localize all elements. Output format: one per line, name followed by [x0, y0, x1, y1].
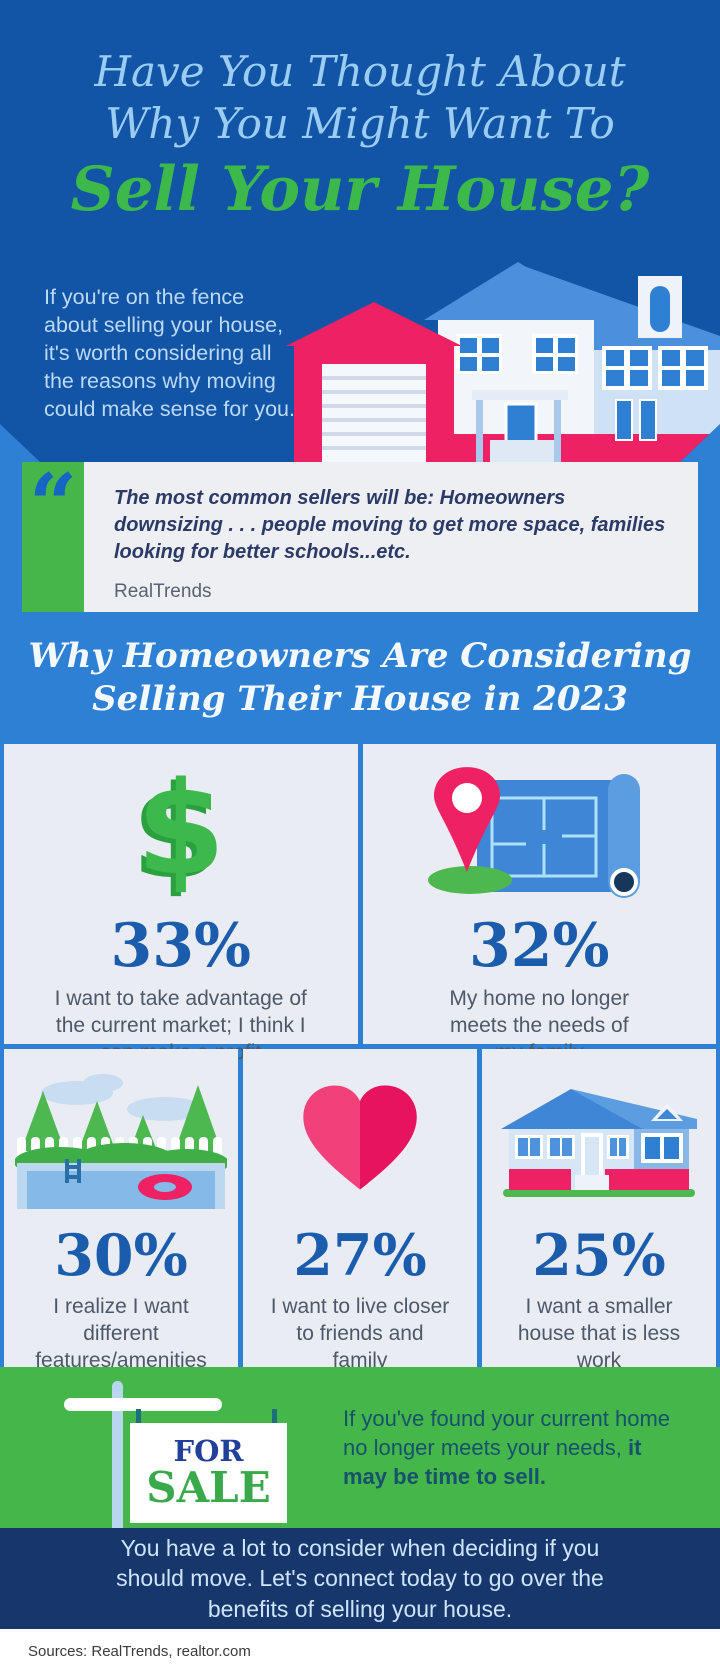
footer: Sources: RealTrends, realtor.com — [0, 1629, 720, 1677]
sign-hanger — [272, 1409, 277, 1427]
stats-grid: $ 33% I want to take advantage of the cu… — [0, 744, 720, 1372]
sign-board: FOR SALE — [130, 1423, 287, 1523]
closing-text: You have a lot to consider when deciding… — [116, 1534, 604, 1622]
top-section: Have You Thought About Why You Might Wan… — [0, 0, 720, 744]
sign-arm — [64, 1398, 222, 1411]
stat-value: 32% — [468, 911, 610, 981]
quote-stripe: “ — [22, 462, 84, 612]
quote-block: “ The most common sellers will be: Homeo… — [22, 462, 698, 612]
sign-for-label: FOR — [173, 1433, 244, 1468]
quote-mark-icon: “ — [28, 455, 78, 554]
stats-row-1: $ 33% I want to take advantage of the cu… — [4, 744, 717, 1064]
closing-section: You have a lot to consider when deciding… — [0, 1528, 720, 1629]
stat-value: 33% — [110, 911, 251, 981]
intro-paragraph: If you're on the fence about selling you… — [44, 285, 295, 421]
stat-card-features: 30% I realize I want different features/… — [4, 1049, 238, 1372]
hero-title-line1: Have You Thought About — [94, 47, 626, 96]
backyard-pool-icon — [4, 1049, 238, 1227]
hero-title-green: Sell Your House? — [70, 154, 650, 226]
for-sale-sign: FOR SALE — [0, 1367, 315, 1528]
cta-text: If you've found your current home no lon… — [343, 1404, 678, 1491]
stat-card-closer: 27% I want to live closer to friends and… — [243, 1049, 477, 1372]
sign-post — [112, 1381, 123, 1528]
sources-text: Sources: RealTrends, realtor.com — [28, 1643, 251, 1660]
section-title: Why Homeowners Are Considering Selling T… — [0, 612, 720, 744]
stat-value: 27% — [293, 1222, 427, 1289]
small-house-icon — [482, 1049, 716, 1227]
quote-card: The most common sellers will be: Homeown… — [84, 462, 698, 612]
stat-label: I want to live closer to friends and fam… — [270, 1295, 450, 1372]
section-title-line2: Selling Their House in 2023 — [92, 679, 628, 719]
cta-text-bold: it may be time to sell. — [343, 1434, 642, 1490]
stat-value: 25% — [532, 1222, 666, 1289]
section-title-line1: Why Homeowners Are Considering — [28, 636, 692, 677]
stat-card-smaller: 25% I want a smaller house that is less … — [482, 1049, 716, 1372]
hero-title-line2: Why You Might Want To — [105, 98, 615, 148]
sign-sale-label: SALE — [146, 1463, 271, 1513]
dollar-sign-icon: $ — [136, 755, 226, 904]
heart-icon — [243, 1049, 477, 1227]
sign-hanger — [136, 1409, 141, 1427]
stat-card-needs: 32% My home no longer meets the needs of… — [362, 744, 717, 1064]
quote-text: The most common sellers will be: Homeown… — [114, 487, 666, 563]
stat-value: 30% — [54, 1222, 188, 1289]
cta-text-regular: If you've found your current home no lon… — [343, 1405, 671, 1460]
quote-attribution: RealTrends — [114, 581, 212, 602]
blueprint-location-pin-icon — [363, 744, 717, 916]
hero-section: Have You Thought About Why You Might Wan… — [0, 0, 720, 462]
stat-label: I want a smaller house that is less work — [517, 1295, 681, 1372]
hero-title: Have You Thought About Why You Might Wan… — [0, 0, 720, 149]
stat-card-market: $ 33% I want to take advantage of the cu… — [4, 744, 358, 1064]
house-illustration — [286, 254, 720, 462]
cta-section: FOR SALE If you've found your current ho… — [0, 1367, 720, 1528]
stat-label: I realize I want different features/amen… — [35, 1295, 207, 1372]
stats-row-2: 30% I realize I want different features/… — [4, 1049, 716, 1372]
